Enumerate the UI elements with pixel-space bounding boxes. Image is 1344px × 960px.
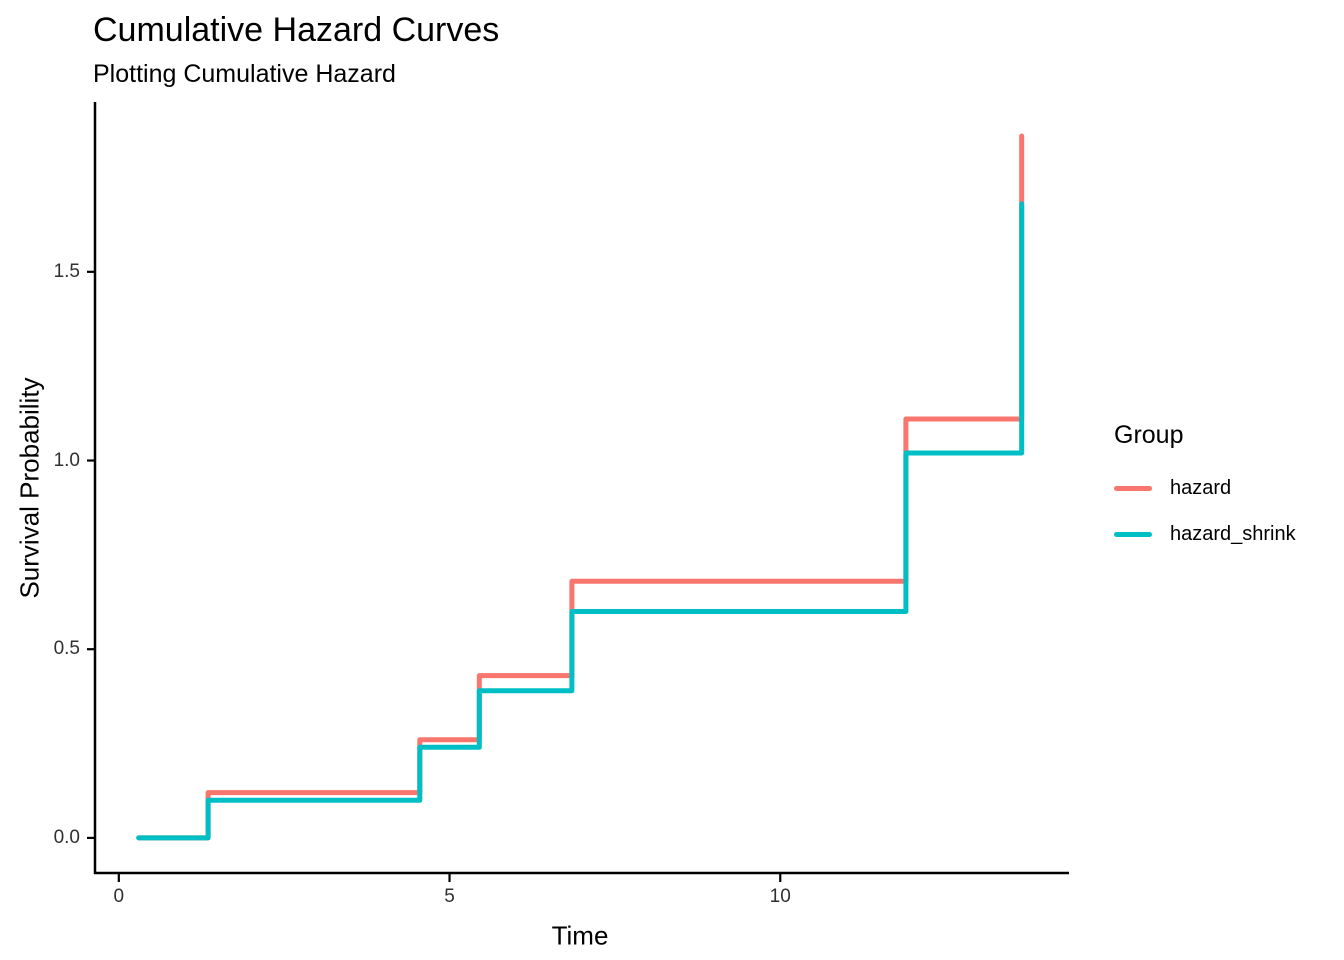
legend-item: hazard_shrink	[1114, 521, 1334, 547]
legend-items: hazard hazard_shrink	[1114, 475, 1334, 547]
legend-key-line	[1114, 531, 1152, 537]
legend: Group hazard hazard_shrink	[1114, 420, 1334, 547]
legend-item-label: hazard_shrink	[1170, 522, 1296, 545]
plot-title: Cumulative Hazard Curves	[93, 11, 500, 49]
x-tick-label: 10	[769, 886, 791, 907]
y-tick-label: 1.0	[53, 449, 80, 471]
legend-item: hazard	[1114, 475, 1334, 501]
legend-item-label: hazard	[1170, 476, 1232, 499]
hazard-curve	[136, 133, 1025, 841]
x-axis-title: Time	[551, 920, 609, 951]
legend-title: Group	[1114, 421, 1184, 449]
y-tick-label: 0.5	[53, 638, 80, 660]
y-axis-title: Survival Probability	[14, 377, 45, 599]
hazard_shrink-curve	[136, 201, 1025, 841]
y-tick-label: 0.0	[53, 826, 80, 848]
x-tick-label: 5	[444, 886, 455, 907]
y-tick-label: 1.5	[53, 260, 80, 282]
legend-key-line	[1114, 485, 1152, 491]
plot-subtitle: Plotting Cumulative Hazard	[93, 60, 396, 88]
x-tick-label: 0	[113, 886, 125, 907]
